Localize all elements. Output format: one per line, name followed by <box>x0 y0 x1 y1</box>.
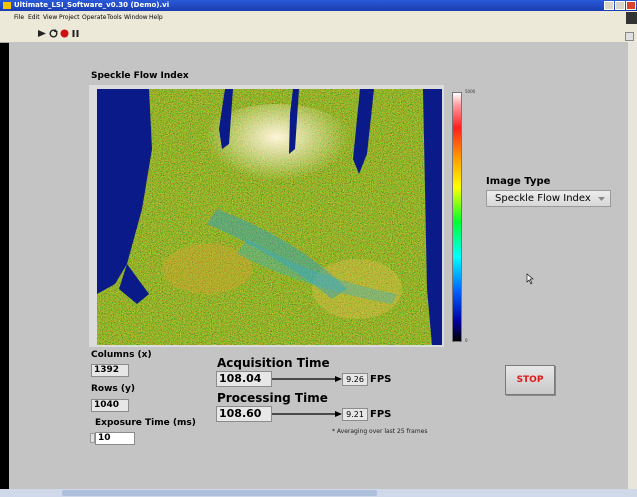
menu-window[interactable]: Window <box>124 14 148 21</box>
run-arrow-icon[interactable] <box>38 29 47 38</box>
acquisition-fps-unit: FPS <box>370 374 392 385</box>
columns-label: Columns (x) <box>91 350 152 360</box>
processing-time-label: Processing Time <box>217 391 328 405</box>
acquisition-time-label: Acquisition Time <box>217 356 330 370</box>
window-title: Ultimate_LSI_Software_v0.30 (Demo).vi <box>14 1 170 9</box>
labview-app-icon <box>3 2 11 9</box>
vertical-scrollbar[interactable] <box>628 42 637 497</box>
close-button[interactable] <box>626 1 636 10</box>
menu-operate[interactable]: Operate <box>82 14 107 21</box>
menu-project[interactable]: Project <box>59 14 80 21</box>
colorbar-max-label: 5000 <box>465 89 476 94</box>
arrow-icon <box>272 411 342 417</box>
stop-button[interactable]: STOP <box>505 365 555 395</box>
help-icon[interactable] <box>625 32 634 41</box>
image-type-label: Image Type <box>486 176 551 187</box>
exposure-increment-arrows[interactable] <box>90 433 95 443</box>
speckle-flow-image[interactable] <box>97 89 442 345</box>
run-continuously-icon[interactable] <box>49 29 58 38</box>
columns-indicator: 1392 <box>91 364 129 377</box>
mouse-cursor-icon <box>526 273 534 285</box>
colorbar <box>452 92 462 342</box>
menu-bar <box>0 11 637 24</box>
processing-fps-indicator: 9.21 <box>342 408 368 421</box>
graph-title: Speckle Flow Index <box>91 71 189 81</box>
maximize-button[interactable] <box>615 1 625 10</box>
processing-time-indicator: 108.60 <box>216 406 272 422</box>
image-type-select[interactable]: Speckle Flow Index <box>486 190 611 207</box>
abort-icon[interactable] <box>60 29 69 38</box>
menu-tools[interactable]: Tools <box>107 14 122 21</box>
chevron-down-icon[interactable] <box>598 196 605 202</box>
acquisition-fps-indicator: 9.26 <box>342 373 368 386</box>
menu-edit[interactable]: Edit <box>28 14 40 21</box>
menu-view[interactable]: View <box>43 14 58 21</box>
title-bar <box>0 0 637 11</box>
averaging-footnote: * Averaging over last 25 frames <box>332 428 428 435</box>
colorbar-min-label: 0 <box>465 338 468 343</box>
pause-icon[interactable] <box>71 29 80 38</box>
minimize-button[interactable] <box>604 1 614 10</box>
menu-file[interactable]: File <box>14 14 25 21</box>
acquisition-time-indicator: 108.04 <box>216 371 272 387</box>
processing-fps-unit: FPS <box>370 409 392 420</box>
exposure-label: Exposure Time (ms) <box>95 418 196 428</box>
arrow-icon <box>272 376 342 382</box>
vi-icon <box>626 12 637 24</box>
rows-indicator: 1040 <box>91 399 129 412</box>
image-type-value: Speckle Flow Index <box>495 193 591 204</box>
horizontal-scrollbar-thumb[interactable] <box>62 490 377 496</box>
toolbar <box>0 24 637 43</box>
menu-help[interactable]: Help <box>149 14 163 21</box>
rows-label: Rows (y) <box>91 384 136 394</box>
exposure-time-input[interactable]: 10 <box>95 432 135 445</box>
